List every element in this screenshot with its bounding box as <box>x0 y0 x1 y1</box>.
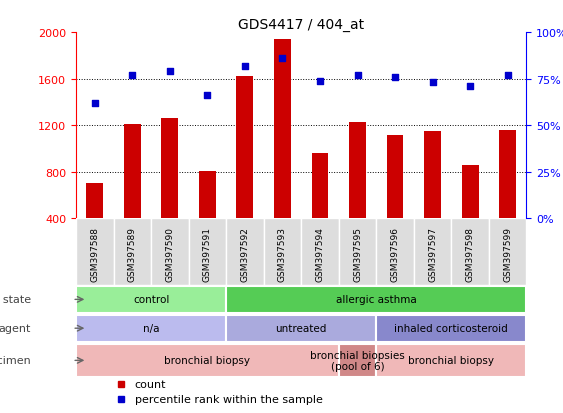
Text: bronchial biopsy: bronchial biopsy <box>164 356 251 366</box>
Bar <box>376 315 526 342</box>
Bar <box>462 166 479 219</box>
Point <box>466 83 475 90</box>
Bar <box>76 315 226 342</box>
Text: bronchial biopsy: bronchial biopsy <box>408 356 494 366</box>
Text: disease state: disease state <box>0 294 31 305</box>
Bar <box>424 132 441 219</box>
Bar <box>162 119 178 219</box>
Bar <box>151 219 189 285</box>
Bar <box>76 286 226 313</box>
Point <box>278 56 287 62</box>
Bar <box>76 219 114 285</box>
Bar <box>263 219 301 285</box>
Bar <box>376 344 526 377</box>
Text: specimen: specimen <box>0 356 31 366</box>
Text: allergic asthma: allergic asthma <box>336 294 417 305</box>
Bar <box>86 184 103 219</box>
Point <box>240 63 249 70</box>
Text: GSM397590: GSM397590 <box>166 227 175 282</box>
Bar <box>489 219 526 285</box>
Text: agent: agent <box>0 323 31 333</box>
Bar <box>226 315 376 342</box>
Bar <box>414 219 452 285</box>
Point <box>391 74 400 81</box>
Text: GSM397595: GSM397595 <box>353 227 362 282</box>
Bar <box>376 219 414 285</box>
Bar <box>226 219 263 285</box>
Text: GSM397599: GSM397599 <box>503 227 512 282</box>
Text: GSM397596: GSM397596 <box>391 227 400 282</box>
Point <box>203 93 212 100</box>
Bar <box>274 40 291 219</box>
Bar <box>76 344 339 377</box>
Text: inhaled corticosteroid: inhaled corticosteroid <box>395 323 508 333</box>
Text: n/a: n/a <box>143 323 159 333</box>
Point <box>503 73 512 79</box>
Text: GSM397591: GSM397591 <box>203 227 212 282</box>
Point <box>128 73 137 79</box>
Bar <box>114 219 151 285</box>
Text: bronchial biopsies
(pool of 6): bronchial biopsies (pool of 6) <box>310 350 405 371</box>
Text: control: control <box>133 294 169 305</box>
Point <box>90 100 99 107</box>
Bar <box>124 125 141 219</box>
Text: GSM397593: GSM397593 <box>278 227 287 282</box>
Point <box>315 78 324 85</box>
Point <box>166 69 175 75</box>
Bar <box>499 131 516 219</box>
Text: GSM397594: GSM397594 <box>315 227 324 282</box>
Text: count: count <box>135 379 166 389</box>
Bar <box>452 219 489 285</box>
Text: GSM397588: GSM397588 <box>90 227 99 282</box>
Bar <box>339 219 376 285</box>
Text: GSM397597: GSM397597 <box>428 227 437 282</box>
Bar <box>339 344 376 377</box>
Point <box>353 73 362 79</box>
Point <box>428 80 437 87</box>
Text: percentile rank within the sample: percentile rank within the sample <box>135 394 323 404</box>
Title: GDS4417 / 404_at: GDS4417 / 404_at <box>238 18 364 32</box>
Bar <box>189 219 226 285</box>
Bar <box>349 123 366 219</box>
Text: GSM397598: GSM397598 <box>466 227 475 282</box>
Bar <box>236 77 253 219</box>
Bar <box>301 219 339 285</box>
Bar <box>226 286 526 313</box>
Text: GSM397592: GSM397592 <box>240 227 249 282</box>
Text: untreated: untreated <box>275 323 327 333</box>
Bar <box>199 171 216 219</box>
Text: GSM397589: GSM397589 <box>128 227 137 282</box>
Bar <box>387 135 404 219</box>
Bar <box>311 154 328 219</box>
